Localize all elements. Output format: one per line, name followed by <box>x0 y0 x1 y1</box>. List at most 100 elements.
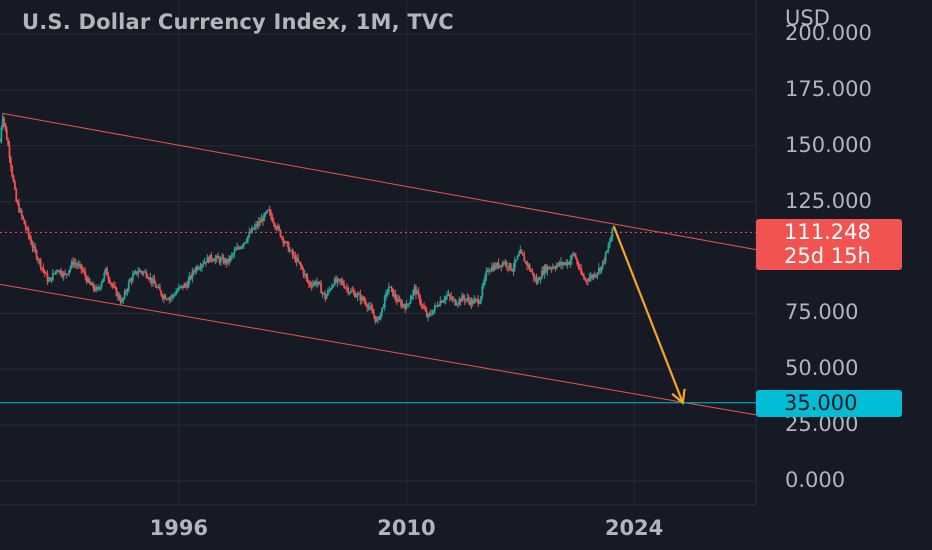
candle-body <box>326 290 329 296</box>
candle-body <box>92 283 95 289</box>
candle-body <box>439 300 442 306</box>
candle-body <box>316 282 318 285</box>
candle-body <box>443 299 446 301</box>
candle-body <box>280 236 283 238</box>
candle-body <box>215 255 218 259</box>
candle-body <box>309 283 312 286</box>
candle-body <box>228 258 230 262</box>
arrow-shaft <box>612 225 684 404</box>
candle-body <box>146 276 149 279</box>
candle-body <box>111 283 114 286</box>
candle-body <box>343 284 346 288</box>
target-level-label: 35.000 <box>756 390 902 417</box>
candle-body <box>549 268 551 270</box>
candle-body <box>43 270 46 274</box>
candle-body <box>66 273 69 275</box>
candle-body <box>476 299 478 301</box>
candle-body <box>597 268 600 273</box>
candle-body <box>289 250 291 252</box>
candle-body <box>374 315 377 322</box>
lower-channel-line[interactable] <box>0 283 757 416</box>
candle-body <box>242 242 245 246</box>
candle-body <box>505 262 508 267</box>
candle-body <box>237 247 240 249</box>
price-tick-200: 200.000 <box>785 21 872 45</box>
candle-body <box>568 262 570 265</box>
candle-body <box>542 270 545 275</box>
candle-body <box>385 292 388 297</box>
candle-body <box>364 301 367 305</box>
candle-body <box>179 286 182 288</box>
candle-body <box>39 259 42 268</box>
candle-body <box>381 307 383 313</box>
candle-body <box>524 261 527 263</box>
candle-body <box>593 274 596 277</box>
candle-body <box>526 261 528 266</box>
candle-body <box>417 291 420 296</box>
candle-body <box>213 260 215 262</box>
candle-body <box>62 272 65 277</box>
candle-body <box>574 255 577 259</box>
candle-body <box>424 308 427 312</box>
candle-body <box>463 297 466 301</box>
candle-body <box>405 303 408 310</box>
candle-body <box>244 242 247 244</box>
candle-body <box>135 271 138 275</box>
candle-body <box>199 267 202 269</box>
candle-body <box>73 263 76 265</box>
candle-body <box>112 285 115 287</box>
candle-body <box>570 255 573 261</box>
candle-body <box>354 292 356 298</box>
candle-body <box>469 300 472 305</box>
candle-body <box>344 287 347 289</box>
candle-body <box>432 309 435 314</box>
candle-body <box>452 298 455 300</box>
candle-body <box>451 298 454 300</box>
candle-body <box>578 267 581 269</box>
candle-body <box>252 227 255 230</box>
candle-body <box>356 293 359 297</box>
candle-body <box>486 270 489 272</box>
candle-body <box>202 263 205 265</box>
candle-body <box>550 268 553 270</box>
candle-body <box>3 117 5 124</box>
candle-body <box>504 262 507 264</box>
candle-body <box>610 237 612 243</box>
candle-body <box>298 261 301 263</box>
candle-body <box>0 127 3 142</box>
candle-body <box>536 278 539 284</box>
candle-body <box>20 210 23 216</box>
candle-body <box>110 283 112 285</box>
candle-body <box>64 272 66 274</box>
candle-body <box>149 277 152 280</box>
candle-body <box>534 278 537 280</box>
candle-body <box>348 292 351 294</box>
candle-body <box>496 262 499 269</box>
candle-body <box>99 287 102 289</box>
candle-body <box>530 270 532 272</box>
candle-body <box>363 300 366 302</box>
candle-body <box>276 226 279 229</box>
candle-body <box>520 249 523 254</box>
candle-body <box>125 291 127 293</box>
candle-body <box>4 123 7 130</box>
projection-arrow[interactable] <box>612 225 686 405</box>
candle-body <box>241 245 244 247</box>
candle-body <box>394 293 397 299</box>
candle-body <box>230 255 233 257</box>
candle-body <box>499 264 501 268</box>
upper-channel-line[interactable] <box>2 112 757 251</box>
candle-body <box>7 139 10 146</box>
candle-body <box>608 242 611 247</box>
candle-body <box>9 158 12 167</box>
candle-body <box>393 293 396 297</box>
candle-body <box>34 246 37 251</box>
candle-body <box>261 218 264 222</box>
candle-body <box>471 300 474 304</box>
candle-body <box>45 273 47 275</box>
candle-body <box>104 268 107 273</box>
candle-body <box>415 286 417 295</box>
candle-body <box>308 281 310 284</box>
candle-body <box>523 255 526 262</box>
